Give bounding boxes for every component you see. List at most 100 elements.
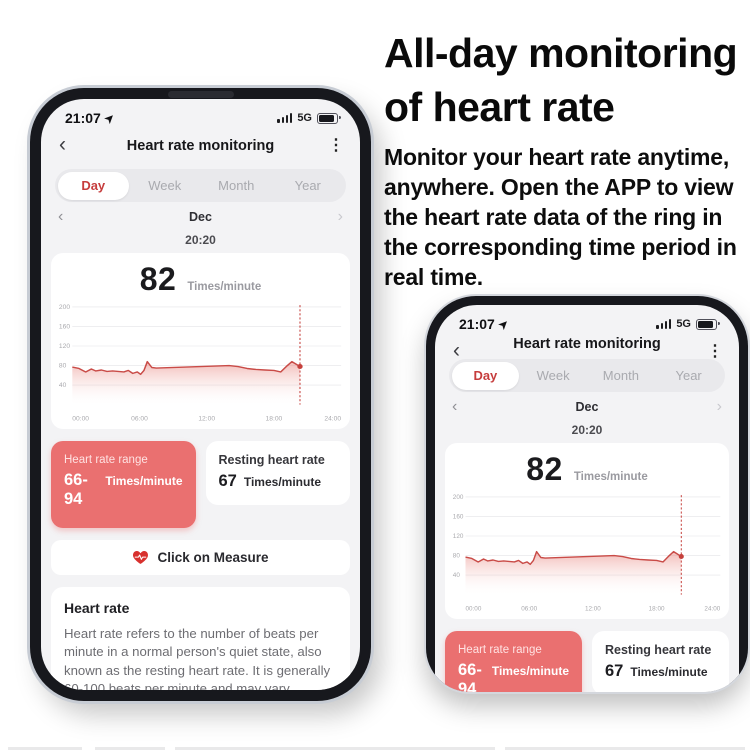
svg-text:18:00: 18:00 (266, 416, 283, 423)
reading-time: 20:20 (185, 233, 216, 247)
resting-card-unit: Times/minute (243, 475, 321, 489)
heart-rate-chart-card: 82 Times/minute 200 160 120 80 40 00:00 06:00 1… (445, 443, 729, 619)
cellular-signal-icon (656, 319, 672, 329)
tab-year[interactable]: Year (675, 367, 702, 383)
svg-text:06:00: 06:00 (521, 606, 537, 613)
tab-week[interactable]: Week (148, 177, 182, 193)
heart-rate-chart-card: 82 Times/minute 200 160 120 80 40 00:00 06:00 1… (51, 253, 350, 429)
resting-card-title: Resting heart rate (218, 453, 325, 467)
next-date-button[interactable]: › (716, 398, 722, 415)
status-bar: 21:07 ➤ 5G (41, 99, 360, 128)
app-header: ‹ Heart rate monitoring ⋮ (435, 336, 739, 362)
back-button[interactable]: ‹ (453, 339, 460, 362)
current-heart-rate-unit: Times/minute (573, 471, 648, 483)
battery-icon (317, 112, 341, 124)
app-screen: 21:07 ➤ 5G ‹ Heart rate monitoring ⋮ Day… (435, 305, 739, 692)
more-menu-icon[interactable]: ⋮ (328, 137, 344, 154)
resting-card-value: 67 (218, 472, 237, 490)
svg-text:80: 80 (453, 553, 461, 560)
next-section-crop-line (175, 747, 495, 750)
battery-icon (696, 318, 720, 330)
network-type-label: 5G (297, 112, 312, 124)
heart-rate-chart: 200 160 120 80 40 00:00 06:00 12:00 18:00 24:00 (59, 304, 342, 423)
location-arrow-icon: ➤ (102, 110, 118, 126)
range-card-unit: Times/minute (105, 474, 183, 488)
stat-cards: Heart rate range 66-94 Times/minute Rest… (51, 441, 350, 528)
current-heart-rate-value: 82 (526, 451, 563, 487)
resting-heart-rate-card: Resting heart rate 67 Times/minute (205, 441, 350, 505)
app-header: ‹ Heart rate monitoring ⋮ (41, 130, 360, 162)
svg-text:00:00: 00:00 (466, 606, 482, 613)
marketing-description: Monitor your heart rate anytime, anywher… (384, 144, 737, 290)
reading-time: 20:20 (571, 423, 603, 437)
next-date-button[interactable]: › (337, 208, 343, 225)
measure-button[interactable]: Click on Measure (51, 540, 350, 575)
range-card-unit: Times/minute (491, 664, 569, 678)
svg-text:200: 200 (453, 494, 464, 501)
info-body: Heart rate refers to the number of beats… (64, 626, 331, 690)
current-heart-rate-unit: Times/minute (187, 281, 262, 293)
info-title: Heart rate (64, 600, 130, 616)
headline-line-1: All-day monitoring (384, 30, 738, 76)
heart-rate-info-card: Heart rate Heart rate refers to the numb… (51, 587, 350, 690)
range-card-value: 66-94 (458, 661, 482, 692)
location-arrow-icon: ➤ (496, 316, 512, 332)
svg-text:160: 160 (59, 324, 71, 331)
resting-card-value: 67 (605, 662, 624, 680)
svg-text:06:00: 06:00 (131, 416, 148, 423)
headline-line-2: of heart rate (384, 84, 615, 130)
svg-text:40: 40 (453, 572, 461, 579)
tab-year[interactable]: Year (294, 177, 321, 193)
svg-text:40: 40 (59, 382, 67, 389)
network-type-label: 5G (676, 318, 691, 330)
measure-button-label: Click on Measure (157, 550, 269, 565)
heart-rate-range-card: Heart rate range 66-94 Times/minute (51, 441, 196, 528)
svg-text:160: 160 (453, 514, 464, 521)
svg-text:120: 120 (453, 533, 464, 540)
stat-cards: Heart rate range 66-94 Times/minute Rest… (445, 631, 729, 692)
range-card-title: Heart rate range (64, 454, 148, 466)
date-label: Dec (189, 210, 212, 224)
resting-card-title: Resting heart rate (605, 643, 712, 657)
resting-heart-rate-card: Resting heart rate 67 Times/minute (592, 631, 729, 692)
period-tabs: Day Week Month Year (55, 169, 346, 202)
app-title: Heart rate monitoring (126, 138, 275, 154)
date-navigation: ‹ Dec › (435, 392, 739, 416)
phone-mockup-right: 21:07 ➤ 5G ‹ Heart rate monitoring ⋮ Day… (426, 296, 748, 692)
camera-island (167, 91, 234, 98)
range-card-title: Heart rate range (458, 644, 542, 656)
current-heart-rate-value: 82 (139, 261, 177, 297)
cellular-signal-icon (277, 113, 293, 123)
back-button[interactable]: ‹ (59, 133, 66, 156)
tab-week[interactable]: Week (536, 367, 570, 383)
svg-text:12:00: 12:00 (198, 416, 215, 423)
svg-text:24:00: 24:00 (704, 606, 720, 613)
svg-text:00:00: 00:00 (72, 416, 89, 423)
heart-rate-chart: 200 160 120 80 40 00:00 06:00 12:00 18:00 24:00 (453, 494, 721, 613)
svg-text:120: 120 (59, 343, 71, 350)
next-section-crop-line (505, 747, 745, 750)
more-menu-icon[interactable]: ⋮ (707, 343, 723, 360)
app-title: Heart rate monitoring (513, 336, 661, 352)
svg-text:12:00: 12:00 (585, 606, 601, 613)
tab-month[interactable]: Month (218, 177, 255, 193)
prev-date-button[interactable]: ‹ (58, 208, 64, 225)
svg-text:18:00: 18:00 (649, 606, 665, 613)
prev-date-button[interactable]: ‹ (452, 398, 458, 415)
svg-text:200: 200 (59, 304, 71, 311)
resting-card-unit: Times/minute (630, 665, 708, 679)
tab-month[interactable]: Month (602, 367, 639, 383)
next-section-crop-line (95, 747, 165, 750)
heart-rate-range-card: Heart rate range 66-94 Times/minute (445, 631, 582, 692)
heart-pulse-icon (133, 550, 149, 565)
tab-day[interactable]: Day (57, 171, 129, 200)
svg-text:80: 80 (59, 363, 67, 370)
next-section-crop-line (8, 747, 82, 750)
period-tabs: Day Week Month Year (449, 359, 725, 392)
tab-day[interactable]: Day (451, 361, 520, 390)
status-time: 21:07 (459, 316, 495, 332)
status-bar: 21:07 ➤ 5G (435, 305, 739, 334)
page-title: All-day monitoring of heart rate (384, 26, 738, 134)
status-time: 21:07 (65, 110, 101, 126)
phone-mockup-left: 21:07 ➤ 5G ‹ Heart rate monitoring ⋮ Day… (30, 88, 371, 701)
